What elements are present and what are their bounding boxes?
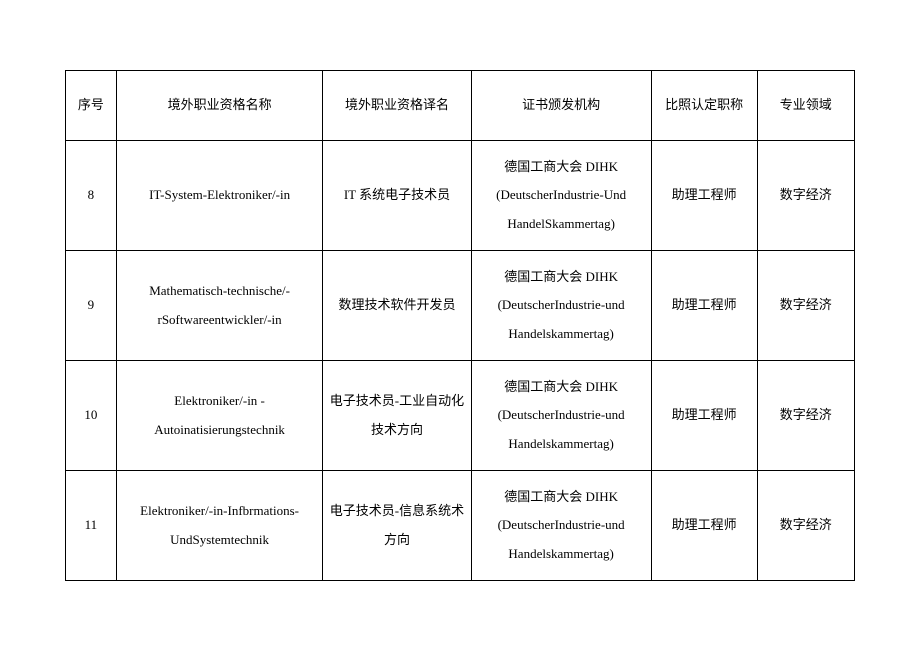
table-row: 11 Elektroniker/-in-Infbrmations-UndSyst… [66, 471, 855, 581]
cell-title: 助理工程师 [651, 251, 757, 361]
cell-seq: 9 [66, 251, 117, 361]
header-field: 专业领域 [757, 71, 854, 141]
cell-issuer: 德国工商大会 DIHK (DeutscherIndustrie-und Hand… [471, 251, 651, 361]
header-name: 境外职业资格名称 [116, 71, 323, 141]
header-trans: 境外职业资格译名 [323, 71, 471, 141]
cell-trans: 数理技术软件开发员 [323, 251, 471, 361]
cell-issuer: 德国工商大会 DIHK (DeutscherIndustrie-und Hand… [471, 361, 651, 471]
cell-title: 助理工程师 [651, 471, 757, 581]
qualification-table: 序号 境外职业资格名称 境外职业资格译名 证书颁发机构 比照认定职称 专业领域 … [65, 70, 855, 581]
header-seq: 序号 [66, 71, 117, 141]
cell-trans: 电子技术员-信息系统术方向 [323, 471, 471, 581]
cell-name: IT-System-Elektroniker/-in [116, 141, 323, 251]
cell-name: Mathematisch-technische/-rSoftwareentwic… [116, 251, 323, 361]
cell-field: 数字经济 [757, 361, 854, 471]
cell-issuer: 德国工商大会 DIHK (DeutscherIndustrie-Und Hand… [471, 141, 651, 251]
cell-name: Elektroniker/-in -Autoinatisierungstechn… [116, 361, 323, 471]
table-header-row: 序号 境外职业资格名称 境外职业资格译名 证书颁发机构 比照认定职称 专业领域 [66, 71, 855, 141]
cell-seq: 8 [66, 141, 117, 251]
table-row: 10 Elektroniker/-in -Autoinatisierungste… [66, 361, 855, 471]
cell-field: 数字经济 [757, 251, 854, 361]
cell-field: 数字经济 [757, 471, 854, 581]
header-issuer: 证书颁发机构 [471, 71, 651, 141]
cell-seq: 10 [66, 361, 117, 471]
cell-trans: 电子技术员-工业自动化技术方向 [323, 361, 471, 471]
cell-trans: IT 系统电子技术员 [323, 141, 471, 251]
cell-title: 助理工程师 [651, 141, 757, 251]
table-row: 9 Mathematisch-technische/-rSoftwareentw… [66, 251, 855, 361]
header-title: 比照认定职称 [651, 71, 757, 141]
cell-name: Elektroniker/-in-Infbrmations-UndSystemt… [116, 471, 323, 581]
cell-title: 助理工程师 [651, 361, 757, 471]
cell-issuer: 德国工商大会 DIHK (DeutscherIndustrie-und Hand… [471, 471, 651, 581]
cell-field: 数字经济 [757, 141, 854, 251]
table-row: 8 IT-System-Elektroniker/-in IT 系统电子技术员 … [66, 141, 855, 251]
cell-seq: 11 [66, 471, 117, 581]
